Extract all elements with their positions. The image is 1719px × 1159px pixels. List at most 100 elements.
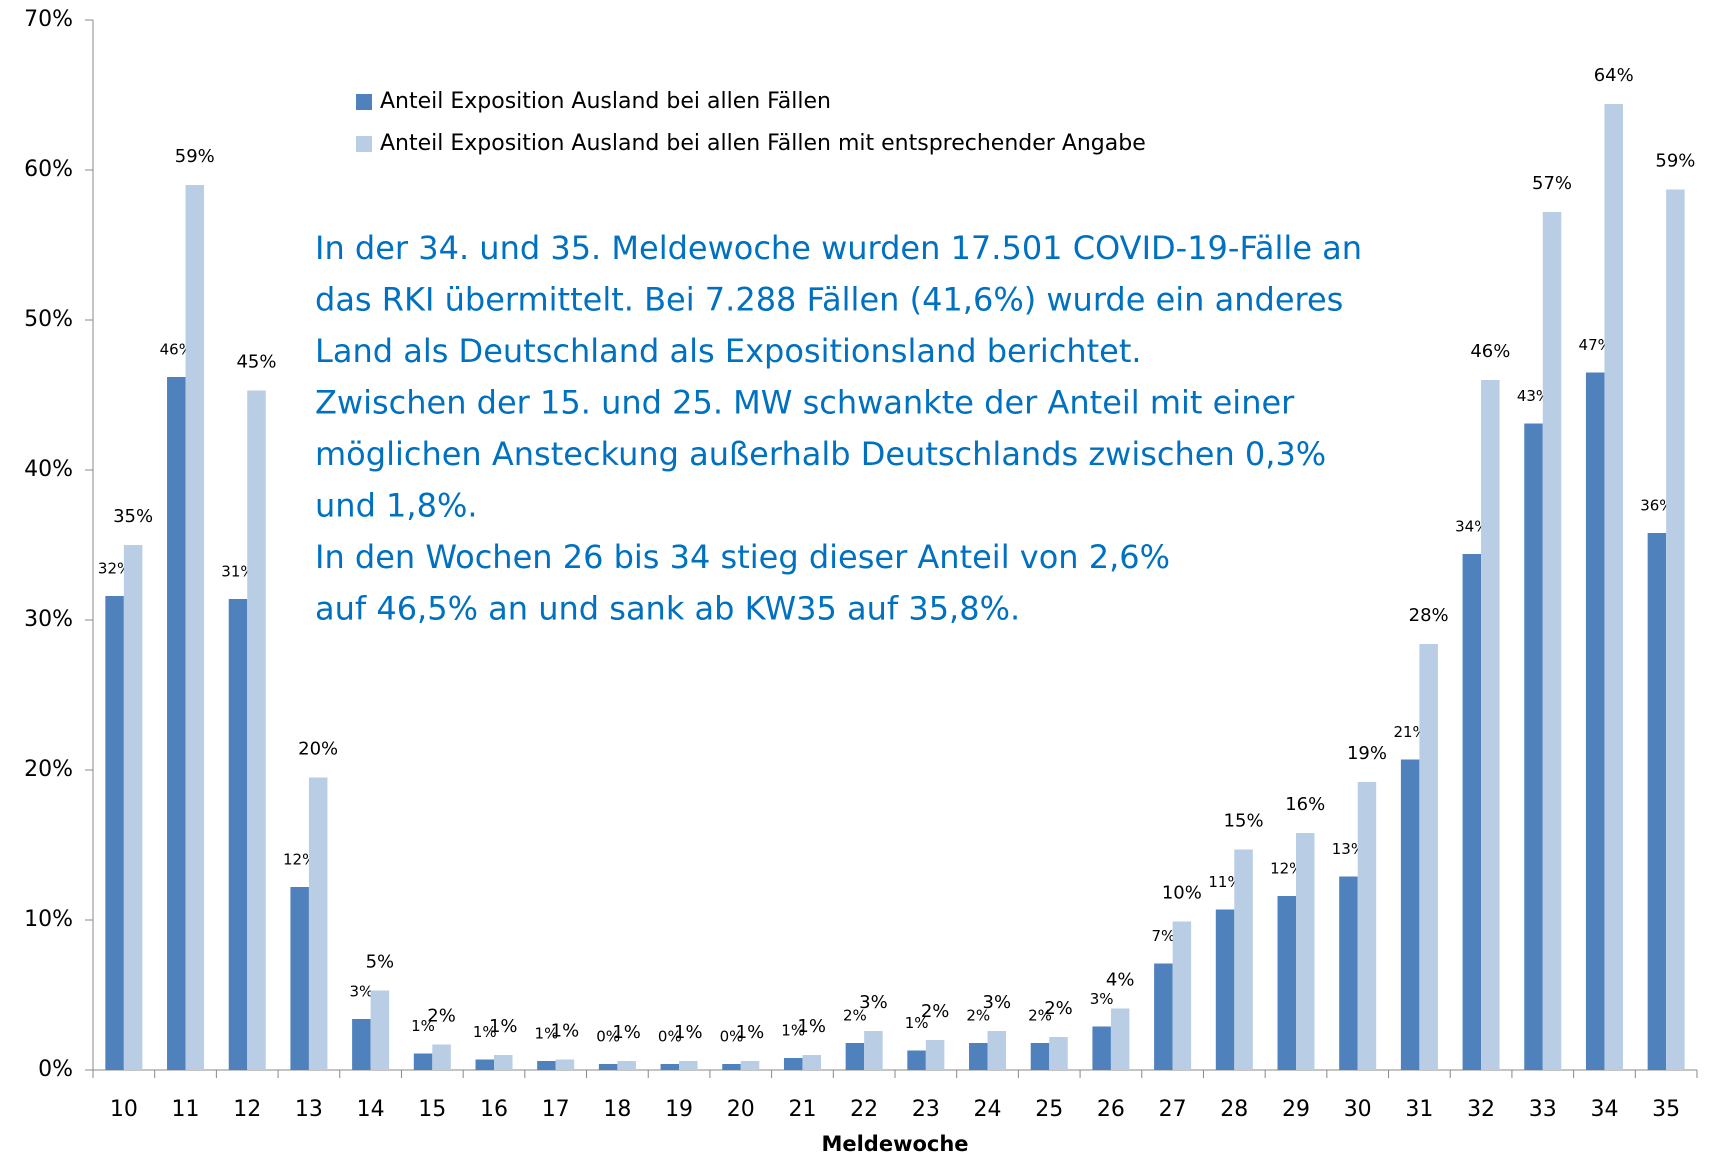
bar [925,1040,945,1070]
value-label: 5% [366,952,395,973]
value-label: 3% [1090,990,1114,1008]
value-label: 46% [1470,341,1510,362]
x-tick-label: 14 [357,1097,385,1122]
bar [1462,554,1482,1070]
bar [494,1055,513,1070]
bar [660,1064,680,1070]
bar [1234,849,1253,1070]
x-tick-label: 11 [172,1097,200,1122]
bar [413,1053,433,1070]
x-tick-label: 13 [295,1097,323,1122]
annotation: möglichen Ansteckung außerhalb Deutschla… [315,435,1326,473]
bar [247,390,266,1070]
bar [167,377,186,1070]
bar [1542,212,1562,1070]
bar [370,990,390,1070]
value-label: 2% [843,1007,867,1025]
bar [845,1043,865,1070]
y-tick-label: 10% [24,907,73,932]
legend-swatch [356,94,372,110]
bar [123,545,143,1070]
value-label: 45% [236,352,276,373]
value-label: 12% [283,851,316,869]
x-tick-label: 31 [1405,1097,1433,1122]
x-tick-label: 33 [1529,1097,1557,1122]
bar [290,887,309,1070]
bar [1481,380,1500,1070]
legend-label: Anteil Exposition Ausland bei allen Fäll… [380,89,831,114]
x-tick-label: 23 [912,1097,940,1122]
value-label: 1% [905,1014,929,1032]
y-tick-label: 70% [24,7,73,32]
x-tick-label: 29 [1282,1097,1310,1122]
x-tick-label: 30 [1344,1097,1372,1122]
legend-swatch [356,136,372,152]
value-label: 3% [983,992,1012,1013]
bar [475,1059,494,1070]
value-label: 2% [427,1006,456,1027]
value-label: 1% [736,1022,765,1043]
x-tick-label: 16 [480,1097,508,1122]
x-tick-label: 21 [788,1097,816,1122]
bar [679,1061,698,1070]
value-label: 16% [1285,794,1325,815]
value-label: 1% [674,1022,703,1043]
bar [228,599,248,1070]
bar [617,1061,636,1070]
bar [1585,372,1605,1070]
value-label: 46% [160,341,193,359]
bar [987,1031,1007,1070]
value-label: 1% [535,1025,559,1043]
value-label: 0% [720,1028,744,1046]
bar [1215,909,1235,1070]
x-tick-label: 25 [1035,1097,1063,1122]
bar [105,596,124,1070]
bar [722,1064,741,1070]
value-label: 57% [1532,173,1572,194]
annotation: und 1,8%. [315,487,478,525]
x-tick-label: 18 [603,1097,631,1122]
bar [1419,644,1438,1070]
bar [740,1061,760,1070]
value-label: 0% [596,1028,620,1046]
bar [598,1064,618,1070]
value-label: 34% [1455,518,1488,536]
bar [864,1031,883,1070]
value-label: 1% [612,1022,641,1043]
value-label: 1% [411,1017,435,1035]
value-label: 15% [1224,811,1264,832]
value-label: 1% [797,1016,826,1037]
y-tick-label: 60% [24,157,73,182]
bar [783,1058,803,1070]
bar [1296,833,1315,1070]
value-label: 47% [1579,336,1612,354]
value-label: 1% [473,1023,497,1041]
value-label: 59% [1655,151,1695,172]
annotation: In der 34. und 35. Meldewoche wurden 17.… [315,229,1362,267]
value-label: 13% [1332,840,1365,858]
bar [308,777,328,1070]
bar [969,1043,988,1070]
bar [1092,1026,1111,1070]
value-label: 7% [1151,927,1175,945]
bar [1049,1037,1068,1070]
y-tick-label: 50% [24,307,73,332]
bar [555,1059,575,1070]
x-tick-label: 22 [850,1097,878,1122]
bar [1400,759,1420,1070]
bar [185,185,205,1070]
bar [1154,963,1173,1070]
annotation: auf 46,5% an und sank ab KW35 auf 35,8%. [315,590,1020,628]
x-tick-label: 15 [418,1097,446,1122]
value-label: 2% [1044,998,1073,1019]
bar [802,1055,821,1070]
value-label: 31% [221,563,254,581]
x-tick-label: 12 [233,1097,261,1122]
value-label: 2% [1028,1007,1052,1025]
value-label: 3% [859,992,888,1013]
value-label: 19% [1347,743,1387,764]
bar [1277,896,1296,1070]
value-label: 20% [298,739,338,760]
x-tick-label: 27 [1159,1097,1187,1122]
bar [1647,533,1667,1070]
